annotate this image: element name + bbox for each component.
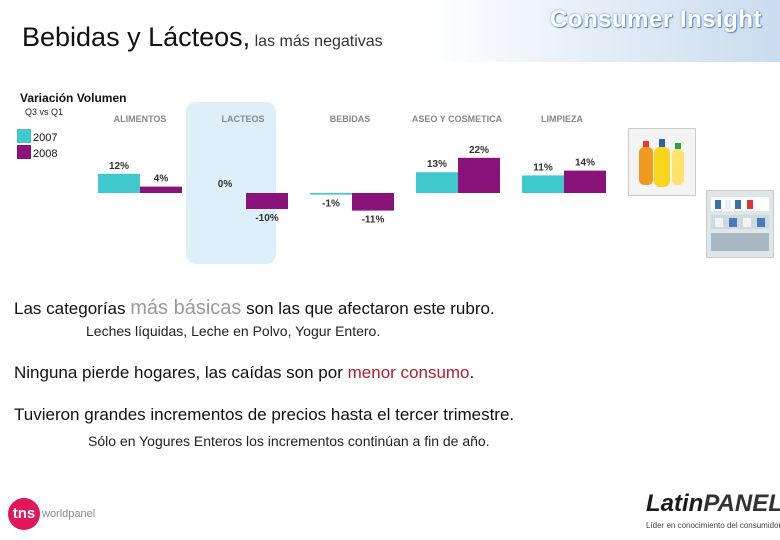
page-title-main: Bebidas y Lácteos, <box>22 22 251 52</box>
data-label: 14% <box>575 158 595 169</box>
page-title: Bebidas y Lácteos, las más negativas <box>22 22 383 53</box>
body-line-3: Ninguna pierde hogares, las caídas son p… <box>14 363 474 383</box>
header-banner <box>0 0 780 62</box>
data-label: 0% <box>218 179 233 190</box>
data-label: 4% <box>154 174 169 185</box>
legend-label-2007: 2007 <box>33 132 58 144</box>
bar-2008 <box>458 157 500 193</box>
data-label: -1% <box>322 199 340 210</box>
tns-logo: tns <box>8 498 40 530</box>
latinpanel-tagline: Líder en conocimiento del consumidor <box>646 521 780 530</box>
chart-subtitle: Q3 vs Q1 <box>25 107 64 117</box>
category-label: BEBIDAS <box>330 114 371 124</box>
data-label: 22% <box>469 145 489 156</box>
body-line-3-highlight: menor consumo <box>347 363 470 382</box>
latinpanel-logo: LatinPANEL <box>646 490 780 518</box>
category-label: ALIMENTOS <box>114 114 167 124</box>
body-line-1-c: son las que afectaron este rubro. <box>246 299 495 318</box>
bar-2008 <box>352 193 394 211</box>
bar-2007 <box>416 172 458 193</box>
legend-label-2008: 2008 <box>33 148 58 160</box>
bar-2007 <box>522 175 564 193</box>
bar-2007 <box>310 193 352 195</box>
latinpanel-logo-b: PANEL <box>703 490 780 517</box>
latinpanel-logo-a: Latin <box>646 490 704 517</box>
data-label: 13% <box>427 159 447 170</box>
brand-logo-consumer-insight: Consumer Insight <box>549 6 762 33</box>
legend-item-2007: 2007 <box>17 129 57 144</box>
data-label: -10% <box>255 213 278 224</box>
legend-item-2008: 2008 <box>17 145 57 160</box>
category-label: ASEO Y COSMETICA <box>412 114 503 124</box>
page-title-sub: las más negativas <box>254 33 383 50</box>
body-line-1-highlight: más básicas <box>130 297 242 319</box>
body-line-3-c: . <box>469 363 475 382</box>
bar-2008 <box>246 193 288 209</box>
data-label: 12% <box>109 161 129 172</box>
body-line-5: Sólo en Yogures Enteros los incrementos … <box>88 433 490 449</box>
bar-2008 <box>564 170 606 193</box>
drinks-product-image <box>628 128 696 196</box>
bar-chart: ALIMENTOS LACTEOS BEBIDAS ASEO Y COSMETICA L… <box>98 102 606 264</box>
bar-2007 <box>98 173 140 193</box>
tns-logo-text: worldpanel <box>42 508 96 520</box>
body-line-1: Las categorías más básicas son las que a… <box>14 297 495 320</box>
legend-swatch-2007 <box>17 129 31 143</box>
body-line-3-a: Ninguna pierde hogares, las caídas son p… <box>14 363 343 382</box>
bottles-icon <box>629 129 695 195</box>
supermarket-shelf-image <box>706 190 774 258</box>
body-line-2: Leches líquidas, Leche en Polvo, Yogur E… <box>86 323 381 339</box>
data-label: 11% <box>533 162 553 173</box>
shelf-icon <box>707 191 773 257</box>
data-label: -11% <box>362 215 385 226</box>
category-label: LACTEOS <box>221 114 264 124</box>
legend-swatch-2008 <box>17 145 31 159</box>
chart-title: Variación Volumen <box>20 91 127 105</box>
body-line-4: Tuvieron grandes incrementos de precios … <box>14 405 515 424</box>
body-line-1-a: Las categorías <box>14 299 126 318</box>
highlight-band <box>186 102 276 264</box>
category-label: LIMPIEZA <box>541 114 583 124</box>
bar-2008 <box>140 186 182 193</box>
